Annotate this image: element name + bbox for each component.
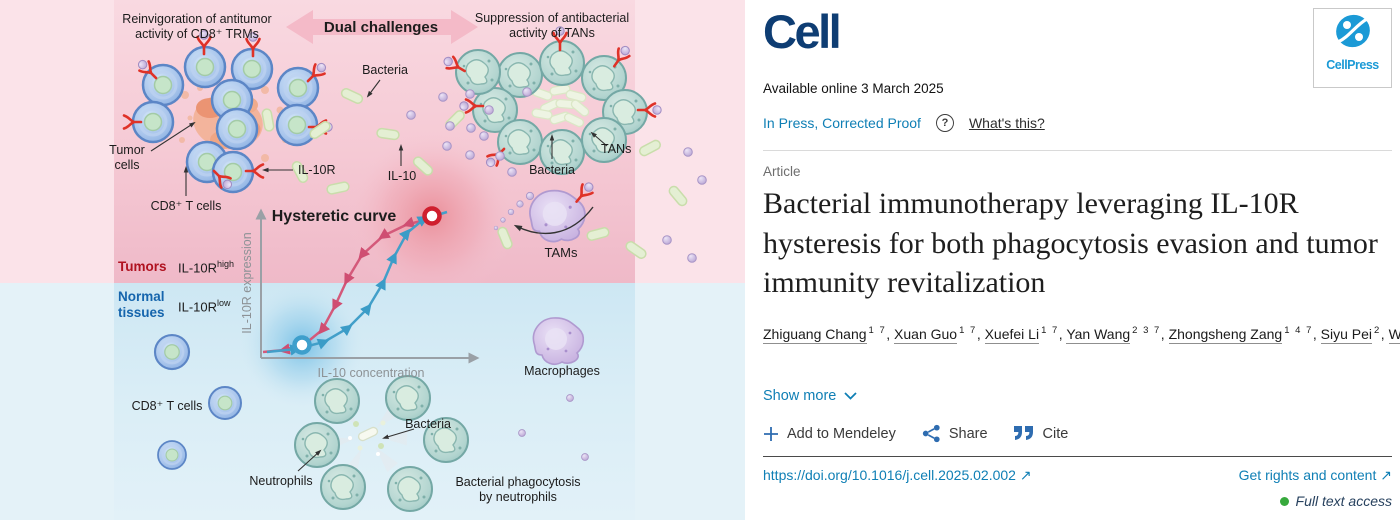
article-type-label: Article xyxy=(763,164,801,179)
available-online-date: Available online 3 March 2025 xyxy=(763,81,944,96)
cd8-t-cells-top-label: CD8⁺ T cells xyxy=(150,199,222,213)
show-more-button[interactable]: Show more xyxy=(763,388,857,404)
author[interactable]: Zhiguang Chang 1 7, xyxy=(763,325,895,344)
action-toolbar: Add to Mendeley Share Cite xyxy=(763,424,1068,443)
bacteria-right-label: Bacteria xyxy=(529,163,575,177)
reinvigoration-label: Reinvigoration of antitumor activity of C… xyxy=(122,12,272,41)
share-button[interactable]: Share xyxy=(922,424,988,443)
suppression-label: Suppression of antibacterial activity of … xyxy=(474,11,630,40)
in-press-link[interactable]: In Press, Corrected Proof xyxy=(763,115,921,131)
il10r-label: IL-10R xyxy=(298,163,336,177)
doi-row: https://doi.org/10.1016/j.cell.2025.02.0… xyxy=(763,467,1392,484)
dual-challenges-arrow xyxy=(286,10,478,44)
neutrophils-label: Neutrophils xyxy=(249,474,313,488)
cellpress-logo-text: CellPress xyxy=(1326,58,1379,72)
header-divider xyxy=(763,150,1392,151)
plus-icon xyxy=(764,426,778,441)
external-link-icon: ↗ xyxy=(1380,467,1392,483)
in-press-row: In Press, Corrected Proof ? What's this? xyxy=(763,114,1045,132)
annotation-arrows xyxy=(150,79,608,472)
author[interactable]: Xuan Guo 1 7, xyxy=(894,325,985,344)
neutrophil-phagocytosis xyxy=(294,375,469,512)
whats-this-link[interactable]: What's this? xyxy=(968,115,1045,131)
access-status-label: Full text access xyxy=(1295,493,1392,509)
author[interactable]: Siyu Pei 2, xyxy=(1320,325,1389,344)
bacteria-pile xyxy=(530,83,591,129)
share-icon xyxy=(922,424,940,443)
cell-journal-logo[interactable]: Cell xyxy=(763,5,842,58)
phagocytosis-caption: Bacterial phagocytosis by neutrophils xyxy=(455,475,581,504)
author[interactable]: Xuefei Li 1 7, xyxy=(984,325,1067,344)
il10-label: IL-10 xyxy=(387,169,417,183)
cite-button[interactable]: Cite xyxy=(1013,426,1068,442)
rights-and-content-link[interactable]: Get rights and content ↗ xyxy=(1238,467,1392,483)
normal-tissues-label: Normal tissues xyxy=(118,289,165,320)
author[interactable]: Zhongsheng Zang 1 4 7, xyxy=(1168,325,1321,344)
il10r-high-label: IL-10Rhigh xyxy=(178,259,235,276)
macrophages-label: Macrophages xyxy=(524,364,600,378)
external-link-icon: ↗ xyxy=(1019,467,1032,483)
chevron-down-icon xyxy=(844,392,857,400)
low-state-marker xyxy=(292,335,312,355)
tumors-label: Tumors xyxy=(118,259,167,274)
dual-challenges-label: Dual challenges xyxy=(323,19,439,36)
article-header-panel: Cell CellPress Available online 3 March … xyxy=(745,0,1400,520)
cd8-t-cells-bottom-label: CD8⁺ T cells xyxy=(131,399,203,413)
bacteria-top-label: Bacteria xyxy=(362,63,408,77)
doi-link[interactable]: https://doi.org/10.1016/j.cell.2025.02.0… xyxy=(763,467,1032,483)
add-to-mendeley-button[interactable]: Add to Mendeley xyxy=(763,426,896,442)
hysteresis-axes xyxy=(255,208,480,364)
author[interactable]: Yan Wang 2 3 7, xyxy=(1066,325,1169,344)
il10r-low-label: IL-10Rlow xyxy=(178,298,231,315)
tumor-cells-label: Tumor cells xyxy=(109,143,145,172)
toolbar-divider xyxy=(763,456,1392,457)
bacteria-bottom-label: Bacteria xyxy=(405,417,451,431)
engulfed-bacteria xyxy=(348,420,386,456)
open-access-dot-icon xyxy=(1279,496,1289,506)
author[interactable]: Weiqi Lu1, xyxy=(1388,326,1400,344)
cellpress-logo[interactable]: CellPress xyxy=(1313,8,1392,88)
y-axis-label: IL-10R expression xyxy=(240,232,254,334)
question-mark-icon[interactable]: ? xyxy=(935,114,954,132)
hysteretic-curve-title: Hysteretic curve xyxy=(271,208,397,225)
author-list: Zhiguang Chang 1 7, Xuan Guo 1 7, Xuefei L… xyxy=(763,322,1400,349)
tans-label: TANs xyxy=(601,142,632,156)
access-status: Full text access xyxy=(1279,493,1392,509)
cellpress-logo-icon xyxy=(1335,14,1370,48)
tam-cell xyxy=(513,180,596,243)
high-state-marker xyxy=(422,206,442,226)
abstract-illustration xyxy=(122,10,707,512)
x-axis-label: IL-10 concentration xyxy=(317,366,425,380)
quote-icon xyxy=(1013,426,1033,440)
article-title: Bacterial immunotherapy leveraging IL-10… xyxy=(763,187,1378,300)
tams-label: TAMs xyxy=(544,245,578,260)
graphical-abstract[interactable]: Reinvigoration of antitumor activity of C… xyxy=(0,0,745,520)
macrophage-cell xyxy=(532,317,585,366)
hysteresis-plot xyxy=(255,206,480,364)
